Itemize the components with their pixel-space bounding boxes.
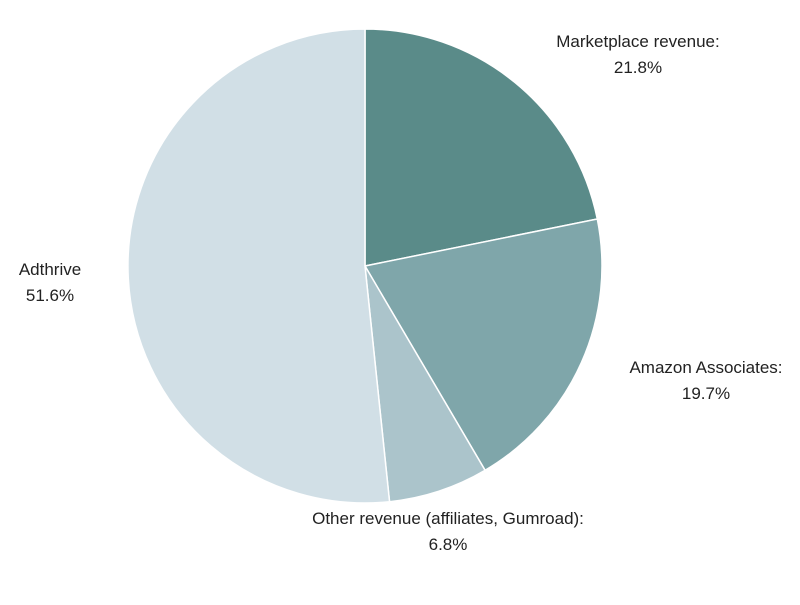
pie-labels: Marketplace revenue: 21.8% Amazon Associat… (19, 32, 783, 554)
slice-label-other-revenue-affiliates-gumroad: Other revenue (affiliates, Gumroad): (312, 509, 584, 528)
slice-value-marketplace-revenue: 21.8% (614, 58, 662, 77)
slice-label-amazon-associates: Amazon Associates: (629, 358, 782, 377)
pie-slice-amazon-associates (363, 218, 603, 472)
slice-label-marketplace-revenue: Marketplace revenue: (556, 32, 719, 51)
slice-value-adthrive: 51.6% (26, 286, 74, 305)
pie-slices (127, 28, 603, 504)
slice-value-other-revenue-affiliates-gumroad: 6.8% (429, 535, 468, 554)
slice-value-amazon-associates: 19.7% (682, 384, 730, 403)
pie-slice-adthrive (127, 28, 391, 504)
pie-slice-marketplace-revenue (364, 28, 599, 267)
slice-label-adthrive: Adthrive (19, 260, 81, 279)
